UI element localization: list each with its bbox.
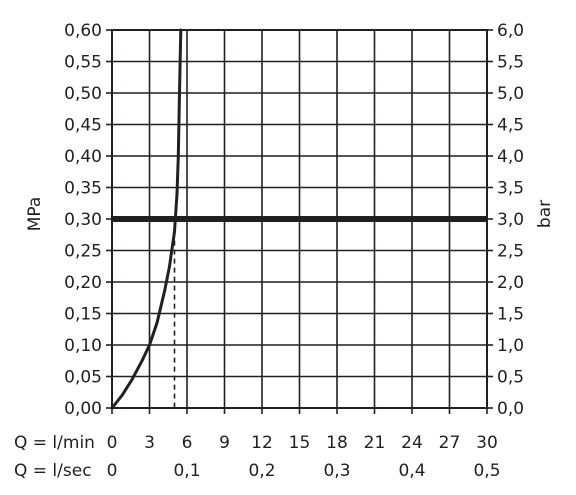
y-right-tick-label: 2,5: [497, 242, 524, 262]
right-axis-ticks: 0,0 0,5 1,0 1,5 2,0 2,5 3,0 3,5 4,0 4,5 5,0 5,5 6,0: [487, 21, 524, 419]
left-axis-ticks: 0,00 0,05 0,10 0,15 0,20 0,25 0,30 0,35 0,40 0,45…: [64, 21, 112, 419]
x-secondary-tick-label: 0,1: [173, 461, 200, 481]
x-bottom-tick-label: 24: [401, 433, 423, 453]
y-right-tick-label: 0,5: [497, 368, 524, 388]
x-secondary-tick-label: 0,2: [248, 461, 275, 481]
x-bottom-tick-label: 3: [144, 433, 155, 453]
y-axis-left-title: MPa: [25, 197, 45, 232]
x-bottom-tick-label: 21: [364, 433, 386, 453]
y-left-tick-label: 0,30: [64, 210, 102, 230]
x-bottom-tick-label: 30: [476, 433, 498, 453]
x-bottom-tick-label: 18: [326, 433, 348, 453]
y-left-tick-label: 0,60: [64, 21, 102, 41]
bottom-axis-ticks: 0 3 6 9 12 15 18 21 24 27 30: [107, 408, 498, 453]
y-right-tick-label: 3,0: [497, 210, 524, 230]
y-right-tick-label: 4,5: [497, 116, 524, 136]
flow-curve: [110, 28, 183, 410]
y-left-tick-label: 0,40: [64, 147, 102, 167]
x-bottom-tick-label: 27: [439, 433, 461, 453]
y-right-tick-label: 5,5: [497, 53, 524, 73]
y-right-tick-label: 5,0: [497, 84, 524, 104]
y-left-tick-label: 0,55: [64, 53, 102, 73]
y-left-tick-label: 0,20: [64, 273, 102, 293]
y-right-tick-label: 4,0: [497, 147, 524, 167]
secondary-axis-ticks: 0 0,1 0,2 0,3 0,4 0,5: [107, 461, 501, 481]
y-left-tick-label: 0,05: [64, 368, 102, 388]
y-right-tick-label: 0,0: [497, 399, 524, 419]
x-secondary-tick-label: 0,4: [398, 461, 425, 481]
y-axis-right-title: bar: [535, 200, 555, 228]
y-left-tick-label: 0,00: [64, 399, 102, 419]
y-left-tick-label: 0,10: [64, 336, 102, 356]
x-bottom-tick-label: 12: [251, 433, 273, 453]
x-bottom-tick-label: 6: [182, 433, 193, 453]
y-left-tick-label: 0,35: [64, 179, 102, 199]
x-axis-bottom-title: Q = l/min: [14, 433, 95, 453]
y-left-tick-label: 0,25: [64, 242, 102, 262]
x-bottom-tick-label: 15: [289, 433, 311, 453]
y-right-tick-label: 2,0: [497, 273, 524, 293]
y-right-tick-label: 3,5: [497, 179, 524, 199]
x-secondary-tick-label: 0,5: [473, 461, 500, 481]
series-layer: [110, 28, 183, 410]
y-right-tick-label: 6,0: [497, 21, 524, 41]
y-right-tick-label: 1,5: [497, 305, 524, 325]
y-right-tick-label: 1,0: [497, 336, 524, 356]
y-left-tick-label: 0,50: [64, 84, 102, 104]
x-secondary-tick-label: 0,3: [323, 461, 350, 481]
y-left-tick-label: 0,45: [64, 116, 102, 136]
x-axis-secondary-title: Q = l/sec: [14, 461, 92, 481]
x-bottom-tick-label: 9: [219, 433, 230, 453]
x-secondary-tick-label: 0: [107, 461, 118, 481]
x-bottom-tick-label: 0: [107, 433, 118, 453]
y-left-tick-label: 0,15: [64, 305, 102, 325]
